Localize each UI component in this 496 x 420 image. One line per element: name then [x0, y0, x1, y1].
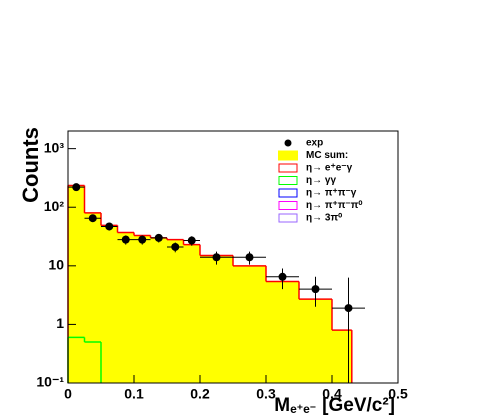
data-point [138, 235, 147, 244]
legend-label: exp [306, 138, 323, 149]
legend-label: η→ π⁺π⁻π⁰ [306, 200, 362, 211]
y-tick-label: 10³ [44, 139, 65, 155]
histogram-bar [299, 299, 332, 383]
data-point [121, 235, 130, 244]
x-tick-label: 0 [64, 386, 72, 402]
y-tick-label: 1 [56, 315, 64, 331]
x-label-sub: e⁺e⁻ [290, 402, 316, 416]
x-tick-label: 0.4 [322, 386, 342, 402]
data-point [311, 285, 320, 294]
legend-swatch [278, 150, 298, 161]
legend-label: η→ 3π⁰ [306, 213, 342, 224]
histogram-bar [266, 281, 299, 383]
histogram-bar [332, 330, 352, 383]
y-axis-label: Counts [18, 127, 43, 203]
legend-label: η→ π⁺π⁻γ [306, 188, 357, 199]
histogram-bar [233, 265, 266, 383]
histogram-bar [167, 239, 184, 383]
y-tick-label: 10 [48, 257, 64, 273]
data-point [88, 214, 97, 223]
legend-swatch [278, 163, 298, 173]
x-axis-label: Me⁺e⁻ [GeV/c²] [274, 395, 395, 416]
y-tick-label: 10⁻¹ [36, 374, 64, 390]
legend-marker [284, 139, 292, 147]
legend-swatch [278, 201, 298, 210]
histogram-bar [101, 225, 118, 383]
data-point [72, 183, 81, 192]
legend-swatch [278, 176, 298, 185]
data-point [105, 222, 114, 231]
histogram-bar [183, 244, 200, 383]
data-point [187, 236, 196, 245]
histogram-bar [134, 235, 151, 383]
y-tick-label: 10² [44, 198, 65, 214]
histogram-bar [150, 237, 167, 383]
data-point [154, 233, 163, 242]
plot-frame [67, 130, 399, 384]
histogram-bar [200, 255, 233, 383]
legend-swatch [278, 213, 298, 223]
x-tick-label: 0.3 [256, 386, 276, 402]
x-label-unit: [GeV/c²] [322, 395, 395, 416]
x-tick-label: 0.5 [388, 386, 408, 402]
legend-swatch [278, 188, 298, 198]
histogram-bar [84, 212, 101, 383]
legend-label: η→ e⁺e⁻γ [306, 163, 353, 174]
legend-label: MC sum: [306, 150, 348, 161]
histogram-bar [68, 185, 85, 383]
histogram-bar [117, 232, 134, 383]
x-tick-label: 0.1 [124, 386, 144, 402]
data-point [344, 304, 353, 313]
data-point [212, 253, 221, 262]
data-point [171, 242, 180, 251]
x-tick-label: 0.2 [190, 386, 210, 402]
data-point [245, 253, 254, 262]
data-point [278, 272, 287, 281]
legend-label: η→ γγ [306, 175, 336, 186]
x-label-main: M [274, 395, 290, 416]
